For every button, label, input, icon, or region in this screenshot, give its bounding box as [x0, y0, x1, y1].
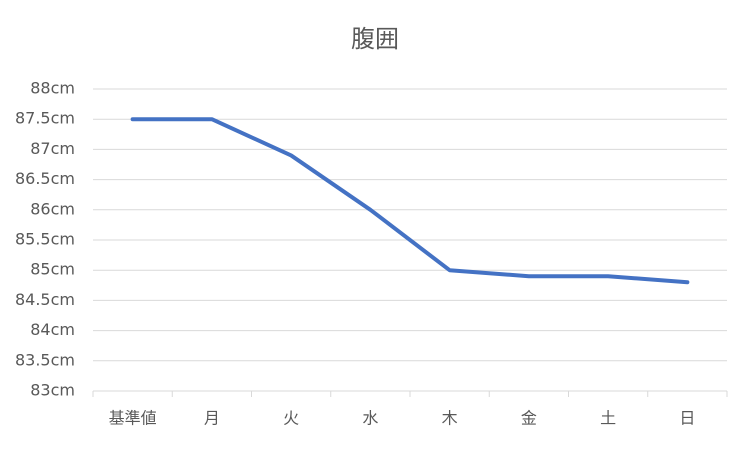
y-tick-label: 85.5cm [15, 230, 75, 249]
x-tick-label: 基準値 [109, 409, 157, 428]
y-tick-label: 86cm [30, 199, 75, 218]
y-tick-label: 84cm [30, 320, 75, 339]
line [130, 117, 690, 285]
y-tick-label: 87.5cm [15, 109, 75, 128]
x-tick-label: 木 [442, 409, 458, 428]
x-tick-label: 水 [362, 409, 378, 428]
y-tick-label: 84.5cm [15, 290, 75, 309]
y-tick-label: 83.5cm [15, 350, 75, 369]
x-tick-label: 土 [600, 409, 616, 428]
x-tick-label: 金 [521, 409, 537, 428]
chart-title: 腹囲 [351, 25, 399, 53]
y-tick-label: 87cm [30, 139, 75, 158]
y-tick-label: 83cm [30, 381, 75, 400]
x-tick-label: 月 [204, 409, 220, 428]
y-tick-label: 85cm [30, 260, 75, 279]
x-tick-label: 日 [679, 409, 695, 428]
x-tick-label: 火 [283, 409, 299, 428]
y-tick-label: 88cm [30, 79, 75, 98]
y-tick-label: 86.5cm [15, 169, 75, 188]
